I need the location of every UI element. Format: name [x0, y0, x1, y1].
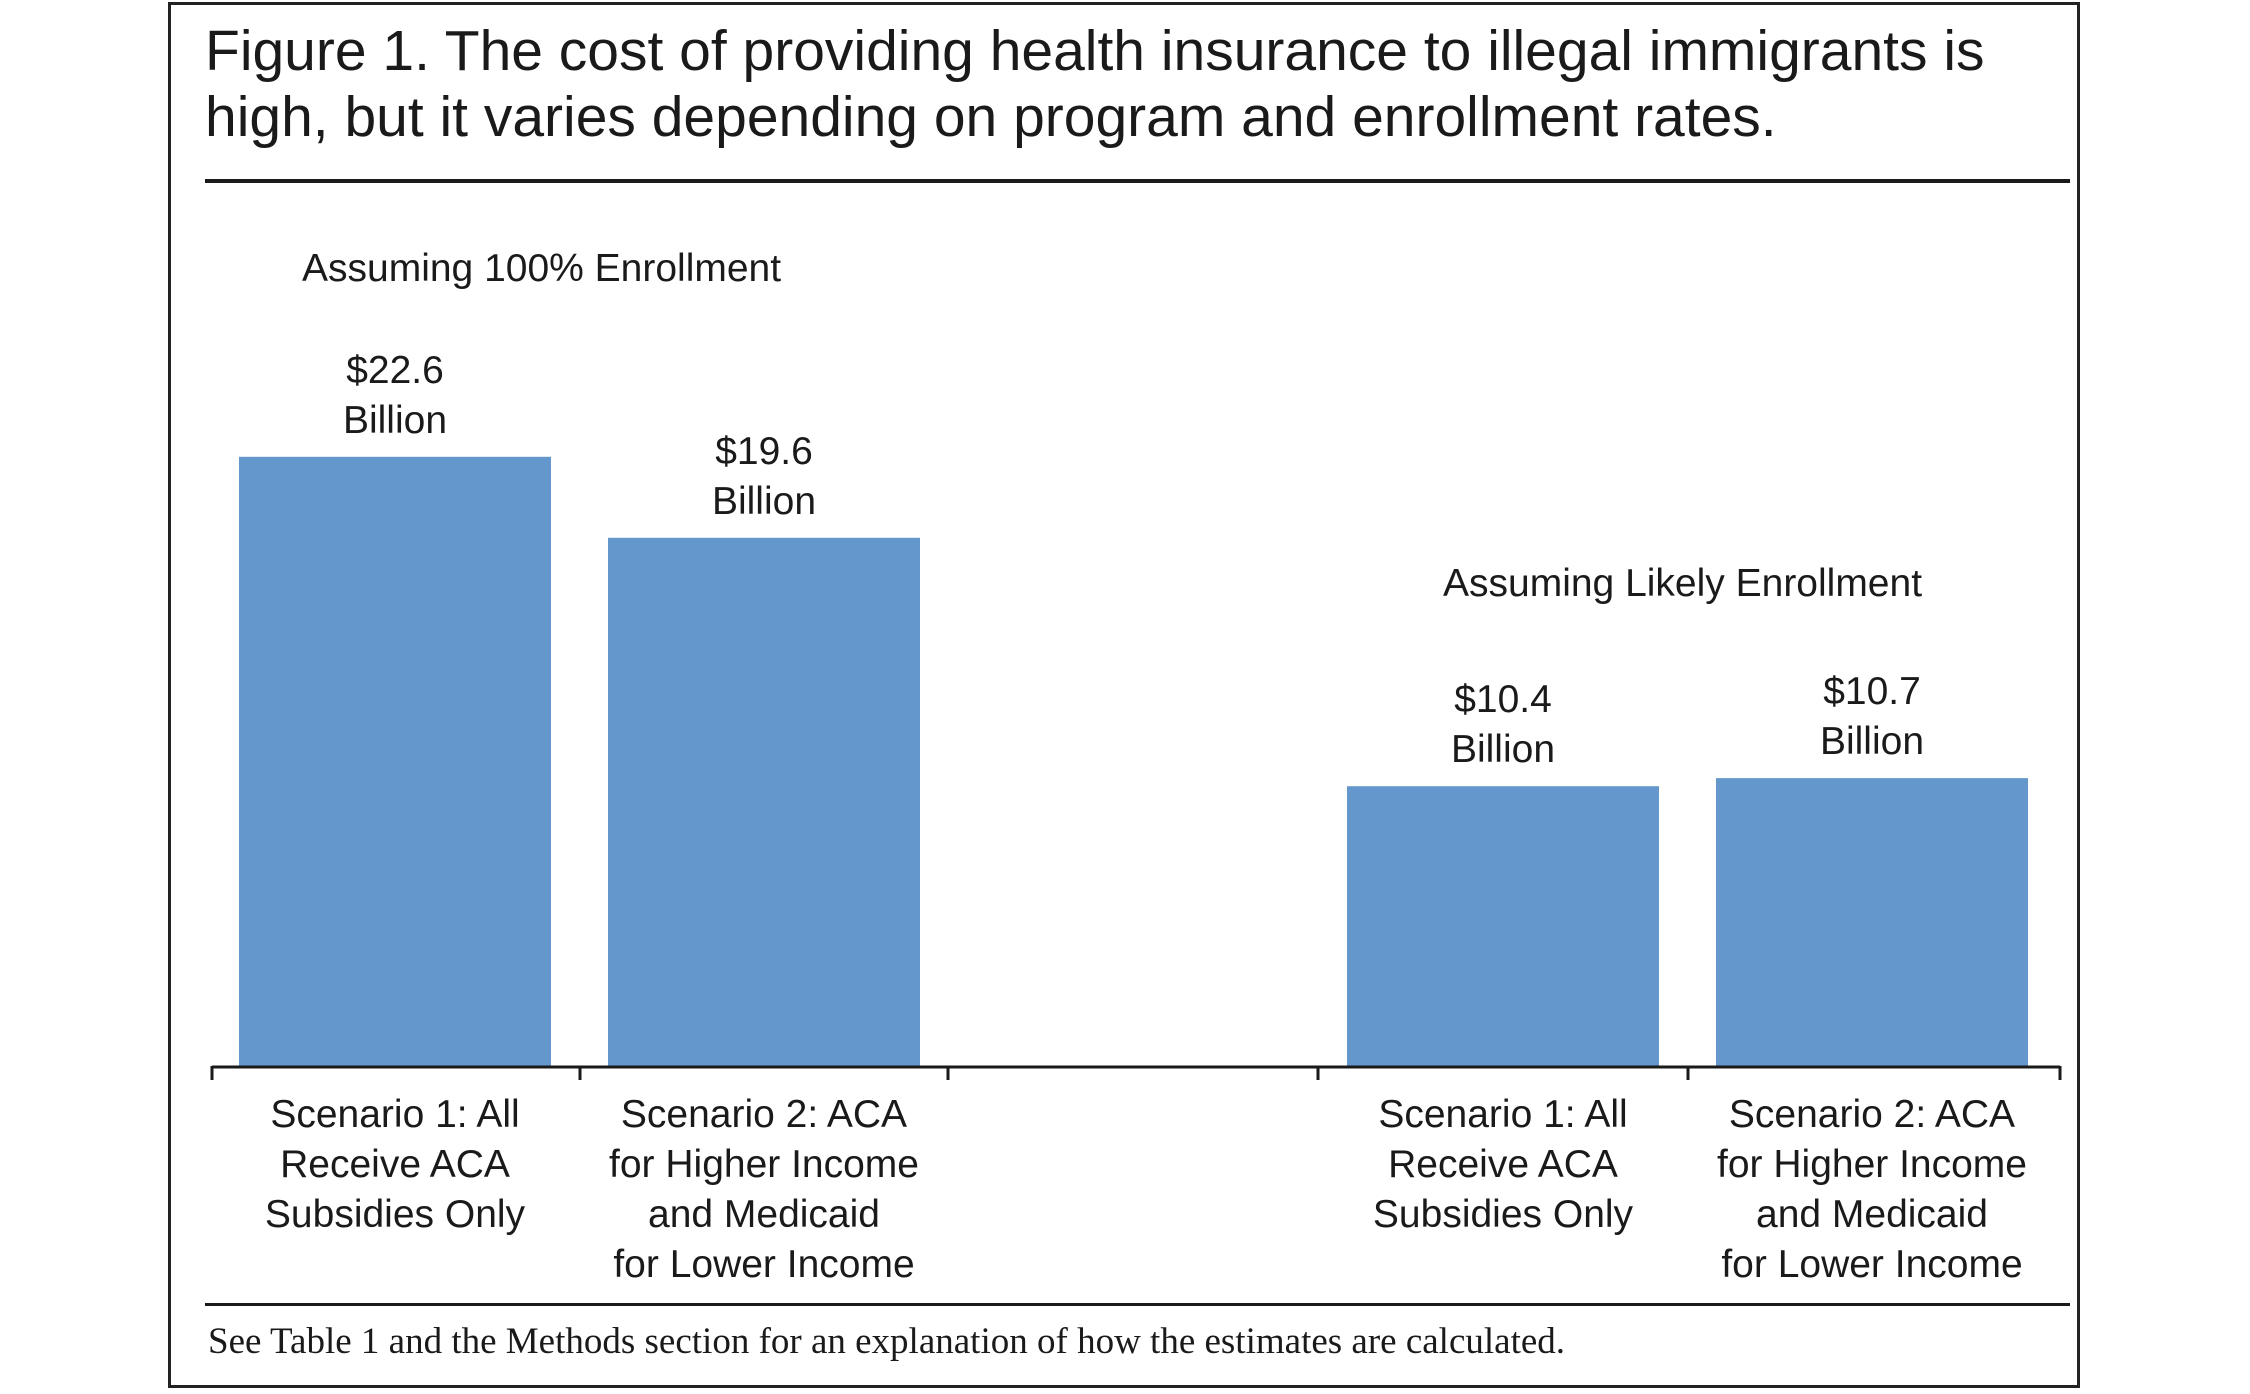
category-label-group2-2-line-2: for Higher Income: [1717, 1143, 2027, 1186]
category-label-group2-2-line-3: and Medicaid: [1756, 1193, 1988, 1236]
figure-title-line-1: Figure 1. The cost of providing health i…: [205, 19, 1985, 83]
title-divider: [205, 179, 2070, 183]
group-label-2: Assuming Likely Enrollment: [1443, 562, 1922, 605]
category-label-group2-1-line-2: Receive ACA: [1388, 1143, 1618, 1186]
data-label-group2-1-line-1: $10.4: [1454, 678, 1552, 721]
data-label-group1-1-line-1: $22.6: [346, 349, 444, 392]
data-label-group2-2-line-2: Billion: [1820, 720, 1924, 763]
category-label-group1-2-line-4: for Lower Income: [613, 1243, 914, 1286]
bar-group2-2: [1716, 778, 2028, 1067]
footnote-divider: [205, 1303, 2070, 1306]
category-label-group1-2-line-1: Scenario 2: ACA: [621, 1093, 907, 1136]
data-label-group1-2-line-1: $19.6: [715, 430, 813, 473]
category-label-group1-1-line-1: Scenario 1: All: [270, 1093, 519, 1136]
category-label-group2-1-line-3: Subsidies Only: [1373, 1193, 1634, 1236]
data-label-group1-1-line-2: Billion: [343, 399, 447, 442]
category-label-group2-2-line-1: Scenario 2: ACA: [1729, 1093, 2015, 1136]
category-label-group1-2-line-3: and Medicaid: [648, 1193, 880, 1236]
figure-title: Figure 1. The cost of providing health i…: [205, 18, 2085, 150]
footnote: See Table 1 and the Methods section for …: [208, 1321, 1566, 1362]
data-label-group1-2-line-2: Billion: [712, 480, 816, 523]
category-label-group2-1-line-1: Scenario 1: All: [1378, 1093, 1627, 1136]
category-label-group1-2-line-2: for Higher Income: [609, 1143, 919, 1186]
category-label-group1-1-line-2: Receive ACA: [280, 1143, 510, 1186]
category-label-group1-1-line-3: Subsidies Only: [265, 1193, 526, 1236]
data-label-group2-2-line-1: $10.7: [1823, 670, 1921, 713]
data-label-group2-1-line-2: Billion: [1451, 728, 1555, 771]
bar-group2-1: [1347, 786, 1659, 1067]
bar-group1-1: [239, 456, 551, 1067]
bar-group1-2: [608, 537, 920, 1067]
group-label-1: Assuming 100% Enrollment: [302, 247, 781, 290]
category-label-group2-2-line-4: for Lower Income: [1721, 1243, 2022, 1286]
figure-title-line-2: high, but it varies depending on program…: [205, 85, 1777, 149]
